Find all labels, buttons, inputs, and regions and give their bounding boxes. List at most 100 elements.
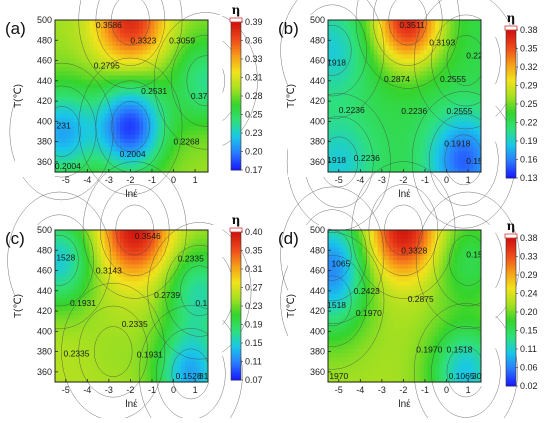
- heatmap-cell: [389, 92, 393, 97]
- heatmap-cell: [189, 151, 193, 156]
- heatmap-cell: [86, 109, 90, 114]
- heatmap-cell: [336, 117, 340, 122]
- heatmap-cell: [193, 310, 197, 315]
- heatmap-cell: [181, 88, 185, 93]
- heatmap-cell: [109, 33, 113, 38]
- heatmap-cell: [174, 117, 178, 122]
- heatmap-cell: [105, 33, 109, 38]
- heatmap-cell: [435, 113, 439, 118]
- heatmap-cell: [366, 142, 370, 147]
- heatmap-cell: [351, 164, 355, 169]
- heatmap-cell: [151, 45, 155, 50]
- heatmap-cell: [374, 138, 378, 143]
- heatmap-cell: [401, 45, 405, 50]
- heatmap-cell: [355, 142, 359, 147]
- heatmap-cell: [174, 264, 178, 269]
- y-tick-label: 400: [37, 326, 52, 336]
- heatmap-cell: [93, 344, 97, 349]
- heatmap-cell: [135, 340, 139, 345]
- heatmap-cell: [200, 230, 204, 235]
- heatmap-cell: [55, 365, 59, 370]
- heatmap-cell: [151, 20, 155, 25]
- heatmap-cell: [162, 155, 166, 160]
- heatmap-cell: [55, 264, 59, 269]
- heatmap-cell: [200, 234, 204, 239]
- heatmap-cell: [66, 20, 70, 25]
- heatmap-cell: [343, 289, 347, 294]
- heatmap-cell: [181, 289, 185, 294]
- heatmap-cell: [166, 327, 170, 332]
- heatmap-cell: [89, 41, 93, 46]
- heatmap-cell: [116, 331, 120, 336]
- heatmap-cell: [101, 344, 105, 349]
- heatmap-cell: [181, 66, 185, 71]
- heatmap-cell: [116, 71, 120, 76]
- heatmap-cell: [197, 264, 201, 269]
- heatmap-cell: [82, 365, 86, 370]
- heatmap-cell: [177, 88, 181, 93]
- heatmap-cell: [197, 75, 201, 80]
- heatmap-cell: [89, 20, 93, 25]
- heatmap-cell: [120, 369, 124, 374]
- heatmap-cell: [200, 24, 204, 29]
- heatmap-cell: [397, 50, 401, 55]
- heatmap-cell: [351, 302, 355, 307]
- heatmap-cell: [408, 100, 412, 105]
- heatmap-cell: [189, 24, 193, 29]
- heatmap-cell: [74, 151, 78, 156]
- heatmap-cell: [336, 234, 340, 239]
- heatmap-cell: [93, 164, 97, 169]
- heatmap-cell: [385, 100, 389, 105]
- heatmap-cell: [97, 151, 101, 156]
- heatmap-cell: [454, 50, 458, 55]
- heatmap-cell: [366, 24, 370, 29]
- heatmap-cell: [420, 126, 424, 131]
- heatmap-cell: [154, 302, 158, 307]
- heatmap-cell: [447, 155, 451, 160]
- heatmap-cell: [336, 327, 340, 332]
- heatmap-cell: [185, 310, 189, 315]
- heatmap-cell: [378, 147, 382, 152]
- heatmap-cell: [86, 138, 90, 143]
- heatmap-cell: [362, 134, 366, 139]
- heatmap-cell: [343, 50, 347, 55]
- heatmap-cell: [162, 319, 166, 324]
- heatmap-cell: [424, 33, 428, 38]
- heatmap-cell: [351, 28, 355, 33]
- heatmap-cell: [332, 147, 336, 152]
- heatmap-cell: [347, 96, 351, 101]
- heatmap-cell: [189, 45, 193, 50]
- colorbar-title: η: [232, 213, 241, 227]
- heatmap-cell: [59, 298, 63, 303]
- heatmap-cell: [447, 24, 451, 29]
- heatmap-cell: [193, 159, 197, 164]
- heatmap-cell: [128, 109, 132, 114]
- heatmap-cell: [135, 272, 139, 277]
- heatmap-cell: [412, 155, 416, 160]
- heatmap-cell: [412, 151, 416, 156]
- heatmap-cell: [135, 306, 139, 311]
- heatmap-cell: [112, 331, 116, 336]
- heatmap-cell: [170, 281, 174, 286]
- heatmap-cell: [200, 365, 204, 370]
- heatmap-cell: [101, 276, 105, 281]
- heatmap-cell: [174, 276, 178, 281]
- heatmap-cell: [112, 92, 116, 97]
- x-tick-label: -5: [335, 175, 343, 185]
- heatmap-cell: [162, 62, 166, 67]
- heatmap-cell: [143, 79, 147, 84]
- heatmap-cell: [109, 348, 113, 353]
- heatmap-cell: [158, 247, 162, 252]
- heatmap-cell: [181, 234, 185, 239]
- heatmap-cell: [55, 142, 59, 147]
- heatmap-cell: [339, 293, 343, 298]
- heatmap-cell: [116, 276, 120, 281]
- heatmap-cell: [416, 147, 420, 152]
- heatmap-cell: [154, 243, 158, 248]
- heatmap-cell: [347, 331, 351, 336]
- heatmap-cell: [385, 62, 389, 67]
- heatmap-cell: [105, 104, 109, 109]
- heatmap-cell: [185, 293, 189, 298]
- heatmap-cell: [124, 310, 128, 315]
- heatmap-cell: [158, 155, 162, 160]
